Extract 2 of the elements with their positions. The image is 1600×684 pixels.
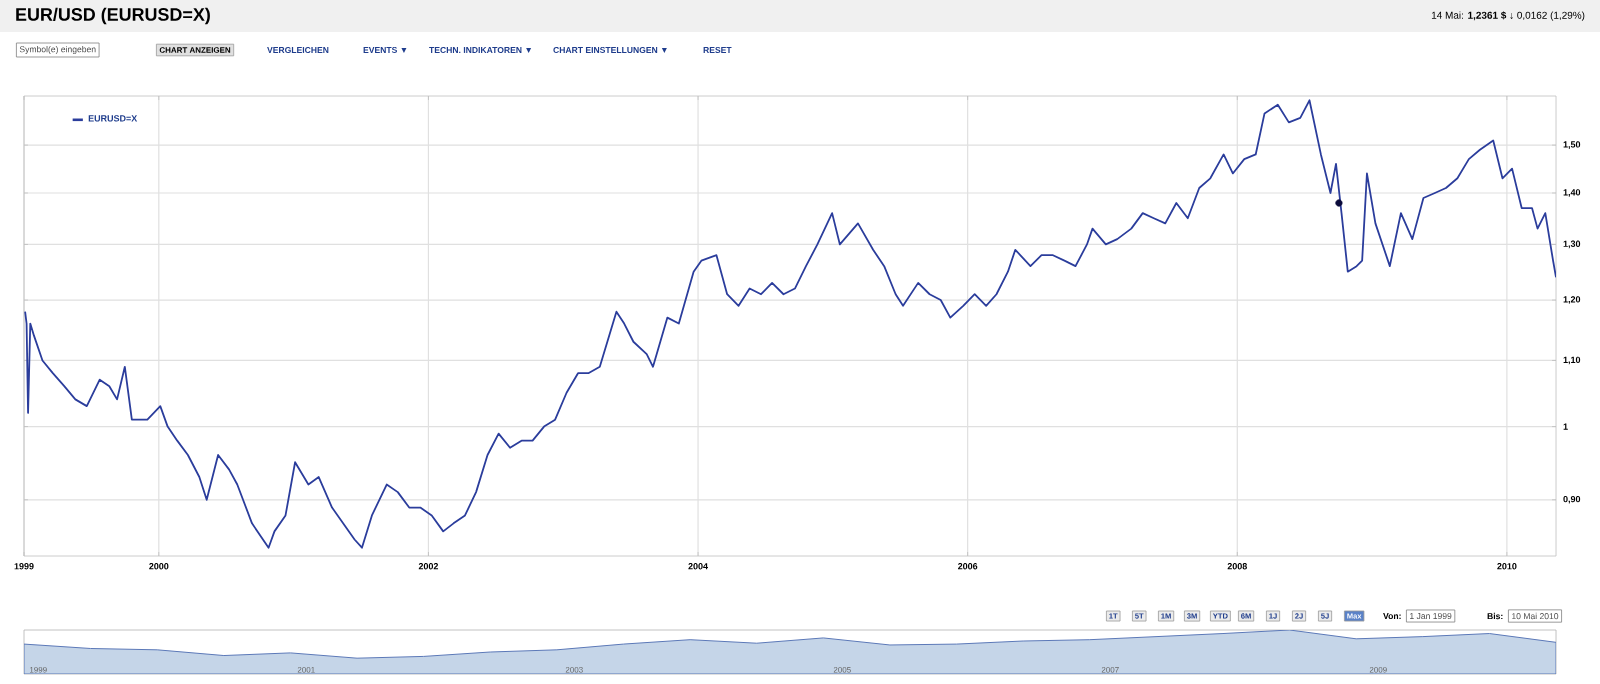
line-series (24, 99, 1557, 549)
chart-title: EUR/USD (EURUSD=X) (16, 7, 210, 25)
